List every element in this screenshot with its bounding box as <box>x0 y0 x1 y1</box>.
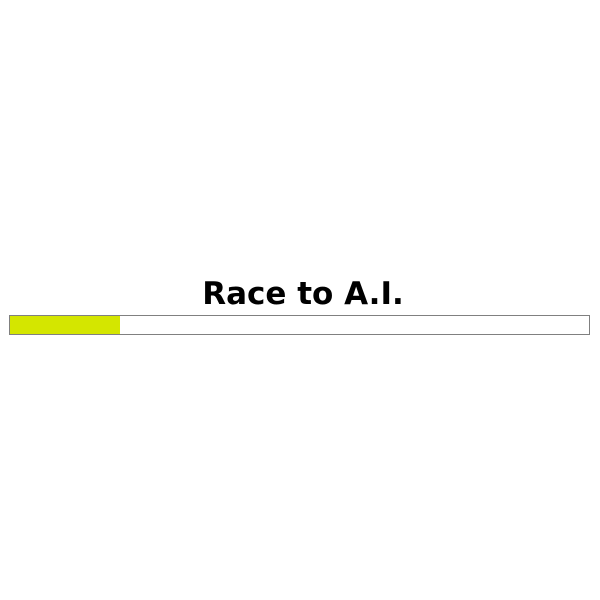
progress-bar-fill <box>10 316 120 334</box>
game-title: Race to A.I. <box>202 276 404 312</box>
progress-bar <box>9 315 590 335</box>
